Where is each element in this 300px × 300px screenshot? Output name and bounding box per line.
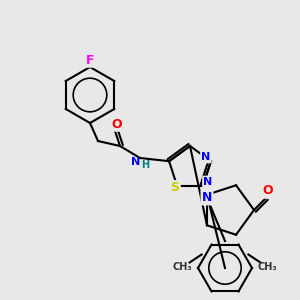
Text: H: H xyxy=(141,160,149,170)
Text: N: N xyxy=(203,177,213,187)
Text: F: F xyxy=(86,53,94,67)
Text: O: O xyxy=(112,118,122,130)
Text: N: N xyxy=(202,191,212,204)
Text: N: N xyxy=(201,152,211,162)
Text: N: N xyxy=(131,157,141,167)
Text: S: S xyxy=(171,181,180,194)
Text: O: O xyxy=(263,184,273,197)
Text: CH₃: CH₃ xyxy=(258,262,277,272)
Text: CH₃: CH₃ xyxy=(173,262,192,272)
